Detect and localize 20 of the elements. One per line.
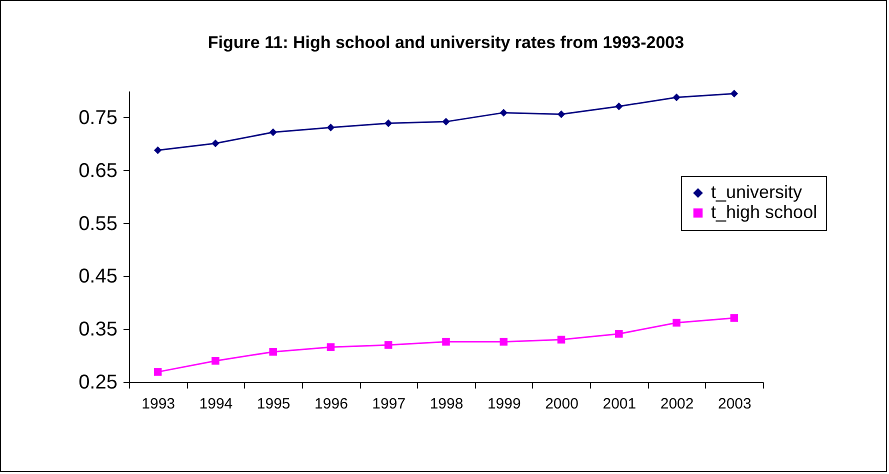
x-tick-label: 1994	[199, 396, 233, 412]
x-tick-label: 2002	[660, 396, 694, 412]
x-tick-label: 1993	[142, 396, 176, 412]
x-tick-label: 1995	[256, 396, 290, 412]
x-tick-label: 2003	[718, 396, 752, 412]
y-tick-label: 0.35	[78, 318, 118, 341]
chart-title: Figure 11: High school and university rates from 1993-2003	[208, 32, 684, 52]
legend-label: t_high school	[711, 202, 818, 222]
y-tick-label: 0.65	[78, 160, 118, 182]
y-tick-label: 0.45	[78, 266, 118, 288]
x-tick-label: 1997	[372, 396, 406, 412]
x-tick-label: 2000	[545, 396, 578, 412]
legend-label: t_university	[711, 182, 802, 202]
x-tick-label: 2001	[602, 396, 636, 412]
y-tick-label: 0.55	[78, 212, 118, 235]
x-tick-label: 1996	[314, 396, 348, 412]
x-tick-label: 1998	[430, 396, 464, 412]
x-tick-label: 1999	[487, 396, 521, 412]
y-tick-label: 0.25	[78, 372, 118, 394]
y-tick-label: 0.75	[78, 106, 118, 129]
